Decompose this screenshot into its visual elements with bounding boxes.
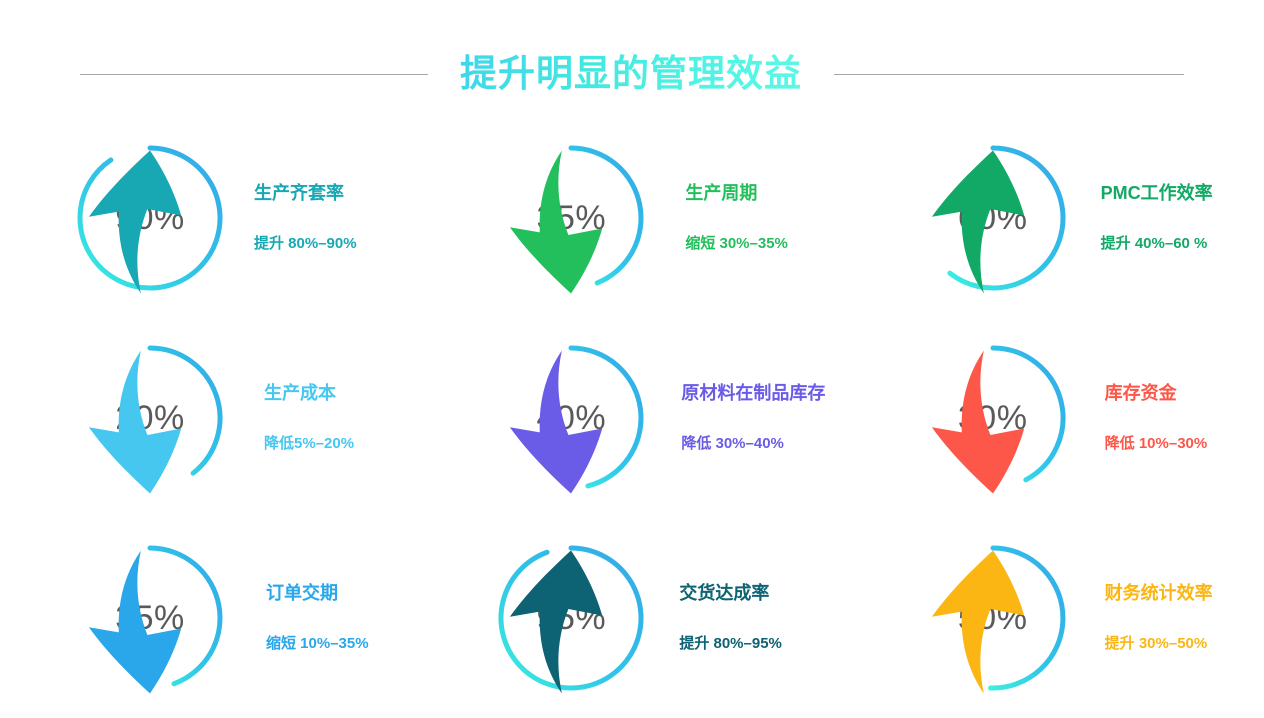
arrow-down-icon <box>510 350 603 494</box>
metric-subtitle: 降低 30%–40% <box>681 434 784 452</box>
gauge-arc <box>147 345 223 476</box>
metric-subtitle: 提升 40%–60 % <box>1100 234 1208 252</box>
gauge-arc <box>568 145 644 286</box>
gauge-arc <box>498 545 644 691</box>
metric-labels: 交货达成率提升 80%–95% <box>679 583 782 653</box>
header-rule-right <box>834 73 1184 75</box>
arrow-up-icon <box>931 550 1024 694</box>
metric-subtitle: 提升 80%–90% <box>254 234 357 252</box>
metric-subtitle: 降低5%–20% <box>264 434 355 452</box>
gauge-arc <box>947 145 1066 291</box>
metric-title: 原材料在制品库存 <box>681 383 826 404</box>
metric-labels: PMC工作效率 提升 40%–60 % <box>1101 183 1213 253</box>
metric-card[interactable]: 35% 订单交期缩短 10%–35% <box>0 518 421 718</box>
metric-title: PMC工作效率 <box>1100 183 1213 204</box>
metric-title: 订单交期 <box>266 583 338 604</box>
gauge-arc <box>568 345 644 489</box>
metric-title: 财务统计效率 <box>1104 583 1213 604</box>
metric-title: 生产成本 <box>264 383 336 404</box>
page-title: 提升明显的管理效益 <box>456 53 806 95</box>
gauge-center: 60% <box>915 140 1071 296</box>
metric-subtitle: 缩短 30%–35% <box>685 234 788 252</box>
gauge-dial: 35% <box>72 540 228 696</box>
metric-grid: 90% 生产齐套率提升 80%–90% 35% 生产周期缩短 30%–35% 60% PM… <box>0 118 1264 718</box>
gauge-dial: 95% <box>493 540 649 696</box>
gauge-center: 50% <box>915 540 1071 696</box>
metric-card[interactable]: 20% 生产成本降低5%–20% <box>0 318 421 518</box>
gauge-center: 20% <box>72 340 228 496</box>
arrow-up-icon <box>931 150 1024 294</box>
gauge-arc <box>987 545 1066 691</box>
header-rule-left <box>80 73 428 75</box>
metric-card[interactable]: 90% 生产齐套率提升 80%–90% <box>0 118 421 318</box>
metric-labels: 订单交期缩短 10%–35% <box>266 583 369 653</box>
metric-labels: 库存资金降低 10%–30% <box>1105 383 1208 453</box>
arrow-down-icon <box>88 350 182 494</box>
metric-subtitle: 降低 10%–30% <box>1104 434 1208 452</box>
arrow-up-icon <box>510 550 603 694</box>
metric-labels: 原材料在制品库存 降低 30%–40% <box>681 383 825 453</box>
gauge-center: 40% <box>493 340 649 496</box>
gauge-center: 30% <box>915 340 1071 496</box>
metric-subtitle: 提升 30%–50% <box>1104 634 1208 652</box>
arrow-down-icon <box>510 150 603 294</box>
metric-labels: 生产齐套率提升 80%–90% <box>254 183 357 253</box>
gauge-center: 95% <box>493 540 649 696</box>
gauge-center: 90% <box>72 140 228 296</box>
arrow-down-icon <box>931 350 1024 494</box>
page-header: 提升明显的管理效益 <box>0 44 1264 104</box>
metric-card[interactable]: 35% 生产周期缩短 30%–35% <box>421 118 842 318</box>
gauge-dial: 60% <box>915 140 1071 296</box>
metric-subtitle: 提升 80%–95% <box>679 634 782 652</box>
metric-title: 生产周期 <box>685 183 758 204</box>
metric-title: 交货达成率 <box>679 583 770 604</box>
gauge-dial: 30% <box>915 340 1071 496</box>
metric-labels: 财务统计效率 提升 30%–50% <box>1105 583 1213 653</box>
arrow-up-icon <box>88 150 182 294</box>
arrow-down-icon <box>88 550 182 694</box>
gauge-arc <box>147 545 223 687</box>
gauge-dial: 90% <box>72 140 228 296</box>
gauge-dial: 35% <box>493 140 649 296</box>
metric-card[interactable]: 95% 交货达成率提升 80%–95% <box>421 518 842 718</box>
metric-subtitle: 缩短 10%–35% <box>266 634 369 652</box>
gauge-center: 35% <box>72 540 228 696</box>
gauge-dial: 20% <box>72 340 228 496</box>
gauge-dial: 50% <box>915 540 1071 696</box>
metric-card[interactable]: 30% 库存资金降低 10%–30% <box>843 318 1264 518</box>
metric-title: 生产齐套率 <box>254 183 344 204</box>
gauge-arc <box>990 345 1066 483</box>
metric-card[interactable]: 60% PMC工作效率 提升 40%–60 % <box>843 118 1264 318</box>
metric-labels: 生产周期缩短 30%–35% <box>685 183 788 253</box>
metric-title: 库存资金 <box>1104 383 1177 404</box>
metric-card[interactable]: 50% 财务统计效率 提升 30%–50% <box>843 518 1264 718</box>
metric-labels: 生产成本降低5%–20% <box>264 383 354 453</box>
gauge-dial: 40% <box>493 340 649 496</box>
metric-card[interactable]: 40% 原材料在制品库存 降低 30%–40% <box>421 318 842 518</box>
gauge-center: 35% <box>493 140 649 296</box>
gauge-arc <box>77 145 223 291</box>
